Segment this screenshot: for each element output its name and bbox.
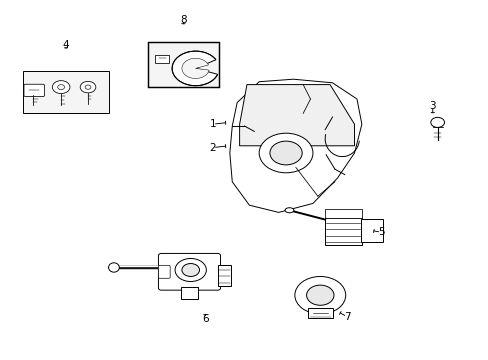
Polygon shape bbox=[239, 85, 354, 146]
Circle shape bbox=[175, 258, 206, 282]
Text: 1: 1 bbox=[209, 119, 216, 129]
Text: 4: 4 bbox=[62, 40, 69, 50]
Circle shape bbox=[430, 117, 444, 127]
Wedge shape bbox=[182, 58, 209, 78]
FancyBboxPatch shape bbox=[158, 253, 220, 290]
Bar bbox=[147, 42, 219, 87]
Wedge shape bbox=[172, 51, 217, 86]
Text: 2: 2 bbox=[209, 143, 216, 153]
Ellipse shape bbox=[108, 263, 119, 272]
Circle shape bbox=[182, 264, 199, 276]
Text: 7: 7 bbox=[343, 312, 350, 322]
Text: 3: 3 bbox=[428, 101, 435, 111]
Circle shape bbox=[269, 141, 302, 165]
Bar bbox=[307, 308, 332, 318]
Circle shape bbox=[58, 85, 64, 90]
Bar bbox=[181, 287, 198, 299]
Circle shape bbox=[294, 276, 345, 314]
Circle shape bbox=[52, 81, 70, 94]
Text: 5: 5 bbox=[377, 227, 384, 237]
Bar bbox=[217, 265, 231, 286]
Polygon shape bbox=[229, 79, 361, 212]
FancyBboxPatch shape bbox=[24, 84, 44, 96]
Bar bbox=[23, 71, 108, 112]
Ellipse shape bbox=[285, 208, 293, 213]
Bar bbox=[360, 219, 382, 242]
Text: 6: 6 bbox=[202, 314, 208, 324]
Bar bbox=[155, 55, 168, 63]
Text: 8: 8 bbox=[180, 15, 186, 25]
Circle shape bbox=[85, 85, 91, 89]
Bar bbox=[325, 209, 361, 218]
Circle shape bbox=[259, 133, 312, 173]
Circle shape bbox=[80, 81, 96, 93]
FancyBboxPatch shape bbox=[158, 265, 170, 278]
Bar bbox=[325, 218, 361, 245]
Circle shape bbox=[306, 285, 333, 305]
